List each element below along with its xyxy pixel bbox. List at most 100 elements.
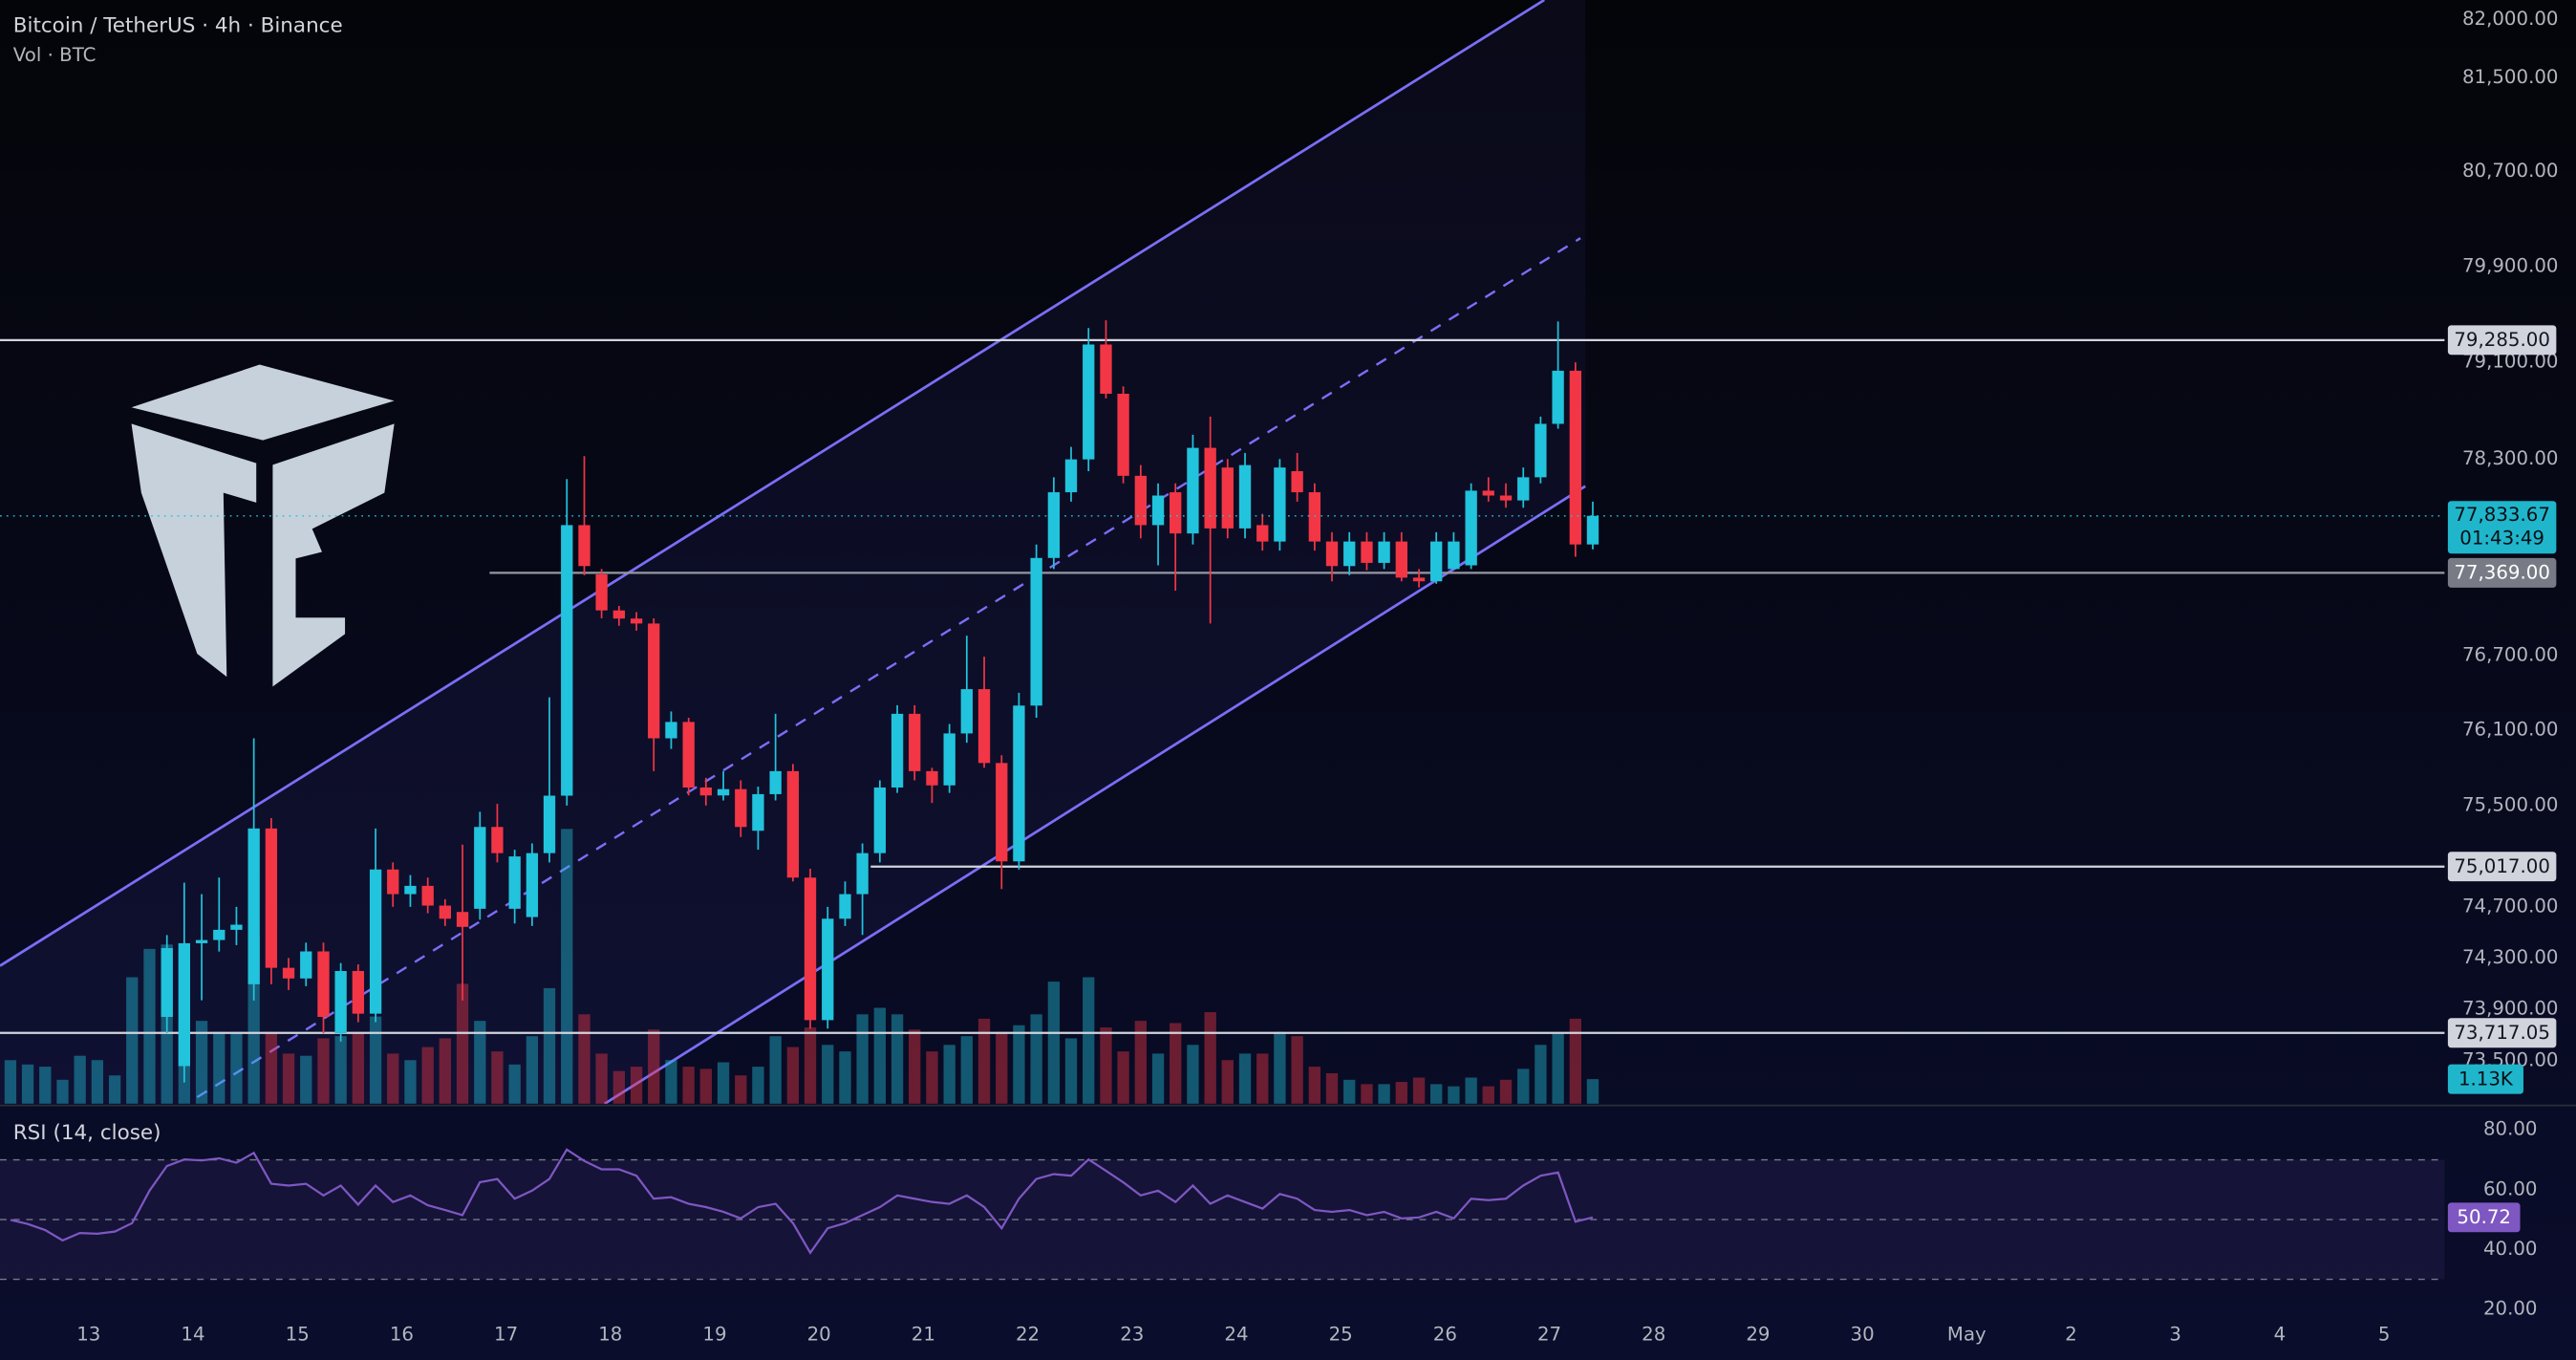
rsi-line <box>10 1148 1594 1255</box>
y-tick-label: 79,900.00 <box>2462 254 2559 276</box>
volume-bar <box>1569 1018 1582 1104</box>
volume-bar <box>1013 1025 1025 1104</box>
volume-bar <box>682 1067 695 1104</box>
y-tick-label: 79,100.00 <box>2462 351 2559 373</box>
volume-bar <box>578 1014 590 1104</box>
volume-bar <box>1482 1086 1494 1104</box>
candle-body <box>1465 490 1477 566</box>
x-tick-label: 25 <box>1329 1324 1353 1346</box>
candle-body <box>561 525 573 796</box>
volume-bar <box>1083 977 1095 1104</box>
x-tick-label: 19 <box>702 1324 726 1346</box>
y-tick-label: 81,500.00 <box>2462 66 2559 88</box>
candle-body <box>247 828 260 984</box>
volume-title: Vol · BTC <box>13 44 97 66</box>
candle-body <box>1517 477 1530 501</box>
candle-body <box>909 713 921 771</box>
volume-bar <box>1151 1053 1165 1104</box>
candle-body <box>665 722 677 739</box>
candle-body <box>717 788 730 796</box>
channel-upper <box>0 0 1545 967</box>
x-tick-label: 28 <box>1642 1324 1665 1346</box>
volume-bar <box>230 1031 243 1104</box>
x-tick-label: May <box>1947 1324 1986 1346</box>
candle-body <box>1569 370 1582 545</box>
volume-bar <box>1064 1038 1078 1104</box>
candle-body <box>282 967 295 979</box>
candle-body <box>1083 344 1095 460</box>
volume-bar <box>1586 1079 1599 1104</box>
volume-bar <box>543 987 556 1104</box>
candle-body <box>1412 577 1426 582</box>
candle-body <box>699 787 712 796</box>
candle-body <box>178 942 191 1067</box>
x-tick-label: 14 <box>181 1324 204 1346</box>
candle-body <box>508 856 521 909</box>
candle-body <box>1047 492 1061 558</box>
level-label-box <box>2447 557 2557 588</box>
candle-body <box>1325 541 1339 567</box>
volume-bar <box>752 1067 764 1104</box>
candle-body <box>369 869 382 1014</box>
y-tick-label: 76,700.00 <box>2462 643 2559 665</box>
candle-body <box>630 618 643 624</box>
candle-body <box>1064 459 1078 493</box>
candle-body <box>1100 344 1112 394</box>
rsi-tick-label: 20.00 <box>2483 1297 2538 1319</box>
volume-bar <box>439 1038 451 1104</box>
x-tick-label: 17 <box>494 1324 518 1346</box>
y-tick-label: 74,300.00 <box>2462 946 2559 968</box>
candle-body <box>352 971 365 1014</box>
candle-body <box>387 869 399 895</box>
volume-bar <box>213 1031 225 1104</box>
candle-body <box>230 924 243 930</box>
logo <box>131 364 395 687</box>
candle-body <box>1343 541 1356 567</box>
logo-top <box>131 364 395 441</box>
volume-bar <box>804 1027 817 1104</box>
candle-body <box>526 853 539 917</box>
volume-bar <box>717 1062 730 1104</box>
candle-body <box>1030 557 1042 706</box>
volume-bar <box>977 1018 991 1104</box>
candle-body <box>873 787 887 853</box>
volume-bar <box>909 1029 921 1104</box>
rsi-layer <box>0 1148 2445 1281</box>
candle-body <box>1430 541 1443 582</box>
candle-body <box>1552 370 1564 424</box>
volume-bar <box>352 1031 365 1104</box>
rsi-tick-label: 40.00 <box>2483 1238 2538 1260</box>
candle-body <box>474 827 486 909</box>
candle-body <box>491 827 504 853</box>
y-tick-label: 80,700.00 <box>2462 160 2559 182</box>
x-tick-label: 30 <box>1851 1324 1875 1346</box>
candle-body <box>1170 492 1182 534</box>
x-tick-label: 18 <box>598 1324 622 1346</box>
volume-bar <box>839 1051 851 1104</box>
volume-bar <box>612 1070 626 1104</box>
candle-body <box>1151 495 1165 526</box>
price-labels: 79,285.00 77,369.00 75,017.00 73,717.05 77,8… <box>2447 325 2557 1233</box>
volume-bar <box>369 1016 382 1104</box>
candle-body <box>856 853 869 895</box>
x-tick-label: 4 <box>2274 1324 2286 1346</box>
x-tick-label: 20 <box>807 1324 831 1346</box>
volume-bar <box>1535 1045 1547 1104</box>
candle-body <box>1204 447 1216 529</box>
candle-body <box>1535 423 1547 478</box>
volume-bar <box>300 1055 312 1104</box>
candle-body <box>1395 541 1407 578</box>
candle-body <box>1013 705 1025 862</box>
volume-bar <box>1308 1067 1321 1104</box>
candle-body <box>1361 541 1373 563</box>
candle-body <box>1187 447 1199 534</box>
volume-bar <box>91 1060 104 1104</box>
candle-body <box>891 713 904 788</box>
candle-body <box>612 610 626 619</box>
volume-bar <box>456 983 469 1104</box>
last-price-box <box>2447 501 2557 554</box>
volume-bar <box>1134 1021 1147 1104</box>
